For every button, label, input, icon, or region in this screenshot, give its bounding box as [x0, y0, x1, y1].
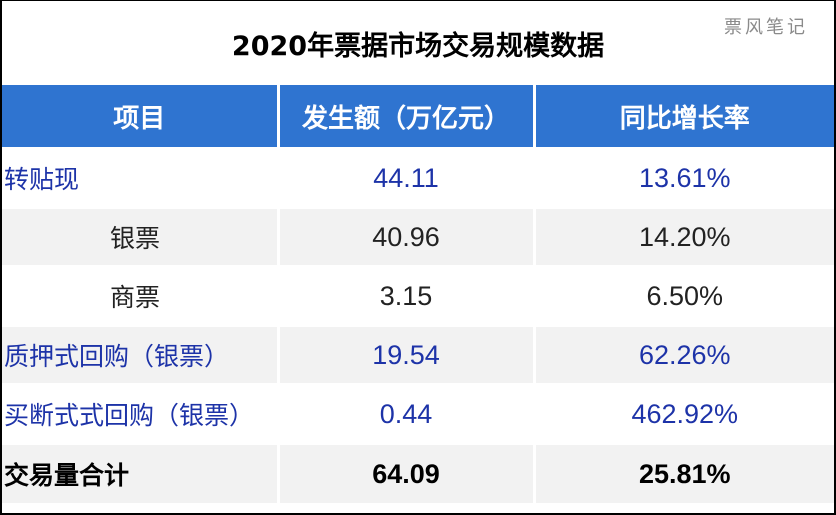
- table-row: 质押式回购（银票） 19.54 62.26%: [2, 324, 834, 385]
- row-item-label: 商票: [2, 265, 280, 326]
- row-growth-value: 462.92%: [532, 383, 834, 444]
- total-item-label: 交易量合计: [2, 442, 280, 503]
- row-item-label: 买断式式回购（银票）: [2, 383, 280, 444]
- row-amount-value: 44.11: [276, 147, 536, 208]
- table-row: 商票 3.15 6.50%: [2, 265, 834, 326]
- column-header-amount: 发生额（万亿元）: [276, 85, 536, 150]
- watermark-logo: 票风笔记: [724, 17, 808, 38]
- row-growth-value: 6.50%: [532, 265, 834, 326]
- row-growth-value: 14.20%: [532, 206, 834, 267]
- row-item-label: 银票: [2, 206, 280, 267]
- row-item-label: 质押式回购（银票）: [2, 324, 280, 385]
- row-item-label: 转贴现: [2, 147, 280, 208]
- column-header-item: 项目: [2, 85, 280, 150]
- table-row: 买断式式回购（银票） 0.44 462.92%: [2, 383, 834, 444]
- page-title: 2020年票据市场交易规模数据: [231, 30, 605, 62]
- table-row: 银票 40.96 14.20%: [2, 206, 834, 267]
- row-growth-value: 62.26%: [532, 324, 834, 385]
- row-amount-value: 19.54: [276, 324, 536, 385]
- total-growth-value: 25.81%: [532, 442, 834, 503]
- data-table: 项目 发生额（万亿元） 同比增长率 转贴现 44.11 13.61% 银票 40…: [2, 85, 834, 503]
- row-amount-value: 0.44: [276, 383, 536, 444]
- table-header-row: 项目 发生额（万亿元） 同比增长率: [2, 85, 834, 150]
- row-growth-value: 13.61%: [532, 147, 834, 208]
- table-total-row: 交易量合计 64.09 25.81%: [2, 442, 834, 503]
- total-amount-value: 64.09: [276, 442, 536, 503]
- column-header-growth: 同比增长率: [532, 85, 834, 150]
- table-row: 转贴现 44.11 13.61%: [2, 147, 834, 208]
- row-amount-value: 3.15: [276, 265, 536, 326]
- row-amount-value: 40.96: [276, 206, 536, 267]
